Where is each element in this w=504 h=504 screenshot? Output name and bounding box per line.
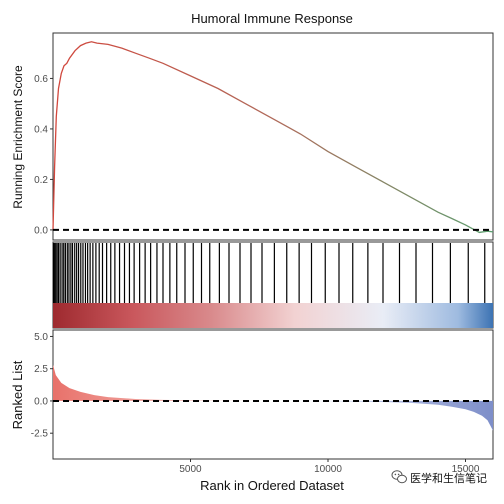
enrichment-panel: 0.0 0.2 0.4 0.6 Running Enrichment Score (11, 32, 494, 241)
watermark-text: 医学和生信笔记 (410, 471, 487, 485)
enrichment-y-tick-label: 0.4 (34, 124, 48, 135)
ranked-list-y-tick-label: 5.0 (34, 332, 48, 343)
x-axis-tick-label: 10000 (314, 464, 342, 475)
x-axis-ticks: 5000 10000 15000 (179, 459, 480, 475)
ranked-list-y-axis: -2.5 0.0 2.5 5.0 (31, 332, 53, 440)
enrichment-panel-border (52, 32, 494, 241)
ranked-list-y-label: Ranked List (10, 360, 25, 429)
enrichment-y-tick-label: 0.6 (34, 74, 48, 85)
enrichment-score-line (52, 41, 494, 234)
ranked-list-panel: -2.5 0.0 2.5 5.0 5000 10000 15000 Ranked List (10, 329, 494, 475)
ranked-list-positive-area (53, 364, 273, 401)
watermark: 医学和生信笔记 (391, 470, 487, 485)
enrichment-y-axis: 0.0 0.2 0.4 0.6 (34, 74, 53, 236)
enrichment-y-tick-label: 0.0 (34, 225, 48, 236)
enrichment-y-label: Running Enrichment Score (11, 65, 25, 209)
ranked-list-panel-border (52, 329, 494, 460)
rank-color-bar (53, 303, 493, 328)
chart-title: Humoral Immune Response (191, 11, 353, 26)
ranked-list-y-tick-label: 0.0 (34, 396, 48, 407)
x-axis-label: Rank in Ordered Dataset (200, 478, 344, 493)
enrichment-y-tick-label: 0.2 (34, 175, 48, 186)
ranked-list-y-tick-label: 2.5 (34, 364, 48, 375)
gene-hits-panel (52, 241, 494, 329)
x-axis-tick-label: 5000 (179, 464, 202, 475)
ranked-list-y-tick-label: -2.5 (31, 429, 49, 440)
ranked-list-negative-area (273, 400, 493, 431)
wechat-icon (391, 470, 407, 484)
x-axis-tick-label: 15000 (452, 464, 480, 475)
gene-hit-marks (52, 243, 486, 303)
